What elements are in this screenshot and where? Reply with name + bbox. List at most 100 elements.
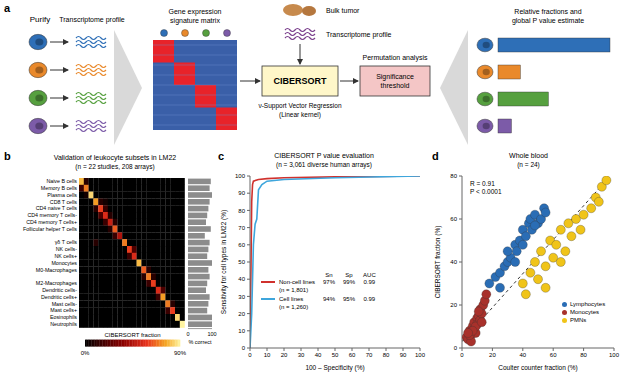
svg-text:40: 40 <box>315 352 322 358</box>
svg-text:70: 70 <box>238 225 245 231</box>
svg-text:global P value estimate: global P value estimate <box>512 17 584 25</box>
svg-text:Eosinophils: Eosinophils <box>50 314 77 320</box>
svg-text:100 – Specificity (%): 100 – Specificity (%) <box>305 364 364 372</box>
svg-text:Memory B cells: Memory B cells <box>41 185 78 191</box>
svg-text:threshold: threshold <box>381 82 410 89</box>
html-text:(n = 3,061 diverse human array: (n = 3,061 diverse human arrays) <box>276 161 372 168</box>
svg-text:a: a <box>4 2 11 14</box>
svg-text:60: 60 <box>238 242 245 248</box>
svg-text:M2-Macrophages: M2-Macrophages <box>36 280 78 286</box>
html-text:0.99: 0.99 <box>363 279 376 285</box>
svg-text:0: 0 <box>186 331 189 337</box>
html-text:R = 0.91: R = 0.91 <box>470 180 495 187</box>
svg-text:Mast cells-: Mast cells- <box>52 301 78 307</box>
html-text:c: c <box>218 150 225 162</box>
svg-text:40: 40 <box>238 276 245 282</box>
svg-text:Permutation analysis: Permutation analysis <box>363 54 428 62</box>
svg-text:Coulter counter fraction (%): Coulter counter fraction (%) <box>498 364 577 372</box>
svg-text:80: 80 <box>238 208 245 214</box>
html-text:Cell lines: Cell lines <box>279 296 304 302</box>
html-text:(n = 1,801): (n = 1,801) <box>279 287 309 293</box>
svg-text:60: 60 <box>450 216 457 222</box>
svg-text:90: 90 <box>238 190 245 196</box>
svg-text:Mast cells+: Mast cells+ <box>50 307 77 313</box>
svg-text:80: 80 <box>580 352 587 358</box>
svg-text:0%: 0% <box>81 350 90 356</box>
svg-text:CD4 naive T cells: CD4 naive T cells <box>36 205 78 211</box>
svg-text:0: 0 <box>460 352 464 358</box>
svg-text:70: 70 <box>366 352 373 358</box>
svg-text:Follicular helper T cells: Follicular helper T cells <box>23 226 77 232</box>
html-text:94%: 94% <box>323 296 335 302</box>
svg-text:60: 60 <box>550 352 557 358</box>
html-text:Sp: Sp <box>345 272 353 278</box>
svg-text:Validation of leukocyte subset: Validation of leukocyte subsets in LM22 <box>54 154 177 162</box>
svg-text:Dendritic cells-: Dendritic cells- <box>42 287 77 293</box>
svg-text:20: 20 <box>281 352 288 358</box>
svg-text:Dendritic cells+: Dendritic cells+ <box>41 294 77 300</box>
html-text:d: d <box>432 150 439 162</box>
html-text:(n = 24): (n = 24) <box>517 161 540 168</box>
html-text:97%: 97% <box>323 279 335 285</box>
svg-text:CIBERSORT: CIBERSORT <box>273 76 327 86</box>
svg-text:Transcriptome profile: Transcriptome profile <box>59 16 125 24</box>
svg-text:Bulk tumor: Bulk tumor <box>326 7 360 14</box>
svg-text:M0-Macrophages: M0-Macrophages <box>36 267 78 273</box>
html-text:Non-cell lines: Non-cell lines <box>279 279 315 285</box>
svg-text:Plasma cells: Plasma cells <box>47 192 77 198</box>
svg-text:100: 100 <box>609 352 620 358</box>
svg-text:100: 100 <box>415 352 426 358</box>
html-text:95%: 95% <box>343 296 355 302</box>
svg-text:NK cells+: NK cells+ <box>54 253 77 259</box>
svg-text:Monocytes: Monocytes <box>51 260 77 266</box>
svg-text:20: 20 <box>238 311 245 317</box>
svg-text:10: 10 <box>264 352 271 358</box>
svg-text:40: 40 <box>519 352 526 358</box>
svg-text:0: 0 <box>248 352 252 358</box>
svg-text:Sensitivity for cell types in: Sensitivity for cell types in LM22 (%) <box>220 210 228 314</box>
svg-text:10: 10 <box>238 328 245 334</box>
svg-text:0: 0 <box>242 345 246 351</box>
svg-text:90%: 90% <box>174 350 187 356</box>
svg-text:50: 50 <box>238 259 245 265</box>
svg-text:CIBERSORT fraction (%): CIBERSORT fraction (%) <box>434 226 442 299</box>
svg-text:Transcriptome profile: Transcriptome profile <box>326 31 392 39</box>
html-text:99%: 99% <box>343 279 355 285</box>
svg-text:signature matrix: signature matrix <box>170 17 220 25</box>
svg-text:50: 50 <box>332 352 339 358</box>
svg-text:CD4 memory T cells-: CD4 memory T cells- <box>27 212 77 218</box>
svg-text:0: 0 <box>454 345 458 351</box>
svg-text:20: 20 <box>450 302 457 308</box>
svg-text:80: 80 <box>450 173 457 179</box>
svg-text:Significance: Significance <box>376 73 414 81</box>
svg-text:(n = 22 studies, 208 arrays): (n = 22 studies, 208 arrays) <box>75 163 154 171</box>
svg-text:Purify: Purify <box>30 15 50 24</box>
svg-text:ν-Support Vector Regression: ν-Support Vector Regression <box>258 102 341 110</box>
svg-text:60: 60 <box>349 352 356 358</box>
svg-text:80: 80 <box>383 352 390 358</box>
svg-text:(Linear kernel): (Linear kernel) <box>279 111 321 119</box>
svg-text:γδ T cells: γδ T cells <box>55 239 78 245</box>
svg-text:20: 20 <box>489 352 496 358</box>
svg-text:90: 90 <box>400 352 407 358</box>
svg-text:CD8 T cells: CD8 T cells <box>50 199 78 205</box>
html-text:AUC: AUC <box>363 272 376 278</box>
svg-text:b: b <box>4 150 11 162</box>
svg-text:CD4 memory T cells+: CD4 memory T cells+ <box>26 219 77 225</box>
svg-text:100: 100 <box>235 173 246 179</box>
svg-text:CIBERSORT fraction: CIBERSORT fraction <box>104 332 160 338</box>
svg-text:30: 30 <box>298 352 305 358</box>
html-text:P < 0.0001: P < 0.0001 <box>470 188 502 195</box>
svg-text:Neutrophils: Neutrophils <box>50 321 77 327</box>
svg-text:30: 30 <box>238 294 245 300</box>
svg-text:40: 40 <box>450 259 457 265</box>
svg-text:Gene expression: Gene expression <box>169 8 222 16</box>
html-text:Sn: Sn <box>325 272 333 278</box>
svg-text:% correct: % correct <box>188 339 212 345</box>
html-text:CIBERSORT P value evaluation: CIBERSORT P value evaluation <box>274 152 374 159</box>
svg-text:Naive B cells: Naive B cells <box>46 178 77 184</box>
html-text:Whole blood: Whole blood <box>509 152 548 159</box>
svg-text:100: 100 <box>207 331 216 337</box>
svg-text:NK cells-: NK cells- <box>56 246 77 252</box>
svg-text:Relative fractions and: Relative fractions and <box>514 8 581 15</box>
